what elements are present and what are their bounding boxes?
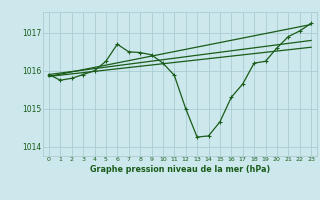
X-axis label: Graphe pression niveau de la mer (hPa): Graphe pression niveau de la mer (hPa): [90, 165, 270, 174]
